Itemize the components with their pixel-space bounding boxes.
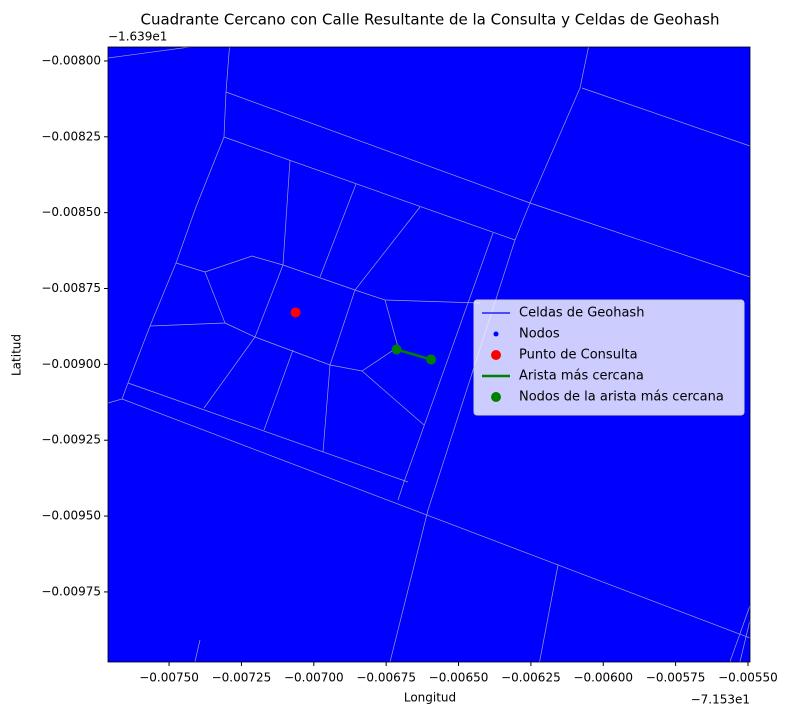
y-tick-label: −0.00825 xyxy=(41,129,101,143)
y-tick-label: −0.00800 xyxy=(41,53,101,67)
chart-title: Cuadrante Cercano con Calle Resultante d… xyxy=(140,11,719,29)
x-tick-label: −0.00700 xyxy=(284,671,344,685)
plot-frame xyxy=(107,46,751,663)
legend-label: Nodos xyxy=(519,327,560,342)
y-axis-label: Latitud xyxy=(10,334,24,376)
nearest-edge xyxy=(396,348,432,361)
streets xyxy=(108,47,750,662)
legend-swatch xyxy=(491,350,501,360)
legend-label: Arista más cercana xyxy=(519,369,644,384)
y-offset: −1.639e1 xyxy=(108,30,167,44)
legend-box xyxy=(473,299,745,416)
x-axis-label: Longitud xyxy=(404,691,456,705)
y-tick-label: −0.00950 xyxy=(41,509,101,523)
legend: Celdas de Geohash Nodos Punto de Consulta A… xyxy=(473,299,745,416)
legend-swatch xyxy=(493,331,499,337)
x-tick-label: −0.00650 xyxy=(429,671,489,685)
y-tick-label: −0.00850 xyxy=(41,205,101,219)
y-tick-label: −0.00975 xyxy=(41,584,101,598)
x-tick-label: −0.00600 xyxy=(573,671,633,685)
point xyxy=(290,307,301,318)
legend-label: Celdas de Geohash xyxy=(519,306,644,321)
point xyxy=(391,344,402,355)
legend-label: Punto de Consulta xyxy=(519,348,638,363)
x-tick-label: −0.00750 xyxy=(139,671,199,685)
y-tick-label: −0.00925 xyxy=(41,433,101,447)
y-tick-label: −0.00875 xyxy=(41,281,101,295)
legend-label: Nodos de la arista más cercana xyxy=(519,390,724,405)
point xyxy=(426,354,437,365)
x-tick-label: −0.00675 xyxy=(356,671,416,685)
y-tick-label: −0.00900 xyxy=(41,357,101,371)
x-tick-label: −0.00625 xyxy=(501,671,561,685)
x-tick-label: −0.00575 xyxy=(646,671,706,685)
legend-swatch xyxy=(491,392,501,402)
x-tick-label: −0.00725 xyxy=(212,671,272,685)
x-offset: −7.153e1 xyxy=(691,693,750,707)
x-tick-label: −0.00550 xyxy=(718,671,778,685)
